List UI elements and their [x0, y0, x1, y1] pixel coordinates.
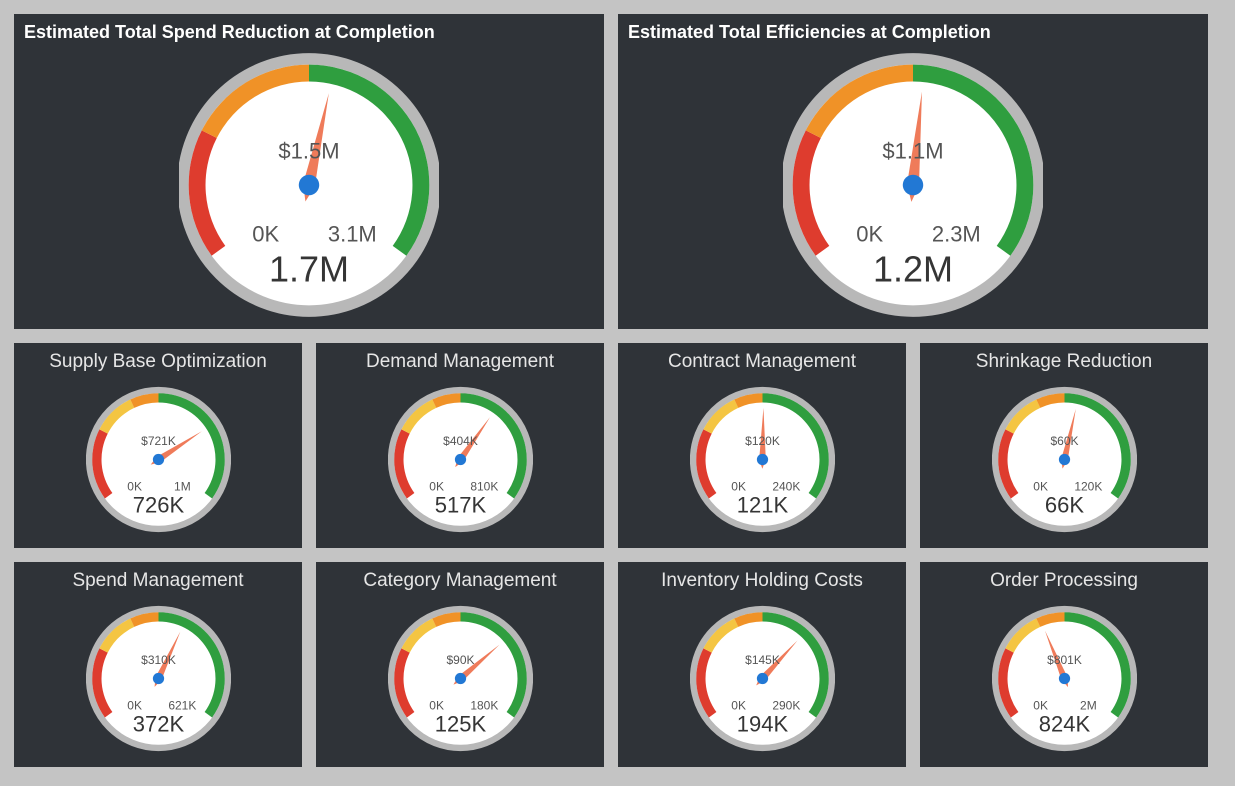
gauge-min-label: 0K — [856, 222, 883, 247]
gauge-target-label: $801K — [1047, 653, 1082, 667]
gauge-demand-management[interactable]: $404K0K810K517K — [316, 373, 604, 548]
gauge-target-label: $310K — [141, 653, 176, 667]
gauge-value-label: 824K — [1038, 712, 1090, 737]
gauge-supply-base-optimization[interactable]: $721K0K1M726K — [14, 373, 302, 548]
bottom-row: Spend Management $310K0K621K372K Categor… — [14, 562, 1221, 767]
gauge-target-label: $90K — [446, 653, 474, 667]
panel-title: Supply Base Optimization — [49, 343, 267, 373]
panel-title: Inventory Holding Costs — [661, 562, 863, 592]
dashboard-container: Estimated Total Spend Reduction at Compl… — [0, 0, 1235, 786]
gauge-target-label: $404K — [443, 434, 478, 448]
panel-spend-management: Spend Management $310K0K621K372K — [14, 562, 302, 767]
gauge-shrinkage-reduction[interactable]: $60K0K120K66K — [920, 373, 1208, 548]
gauge-value-label: 194K — [736, 712, 788, 737]
gauge-max-label: 3.1M — [328, 222, 377, 247]
panel-title: Contract Management — [668, 343, 856, 373]
panel-title: Estimated Total Spend Reduction at Compl… — [14, 14, 445, 43]
gauge-order-processing[interactable]: $801K0K2M824K — [920, 592, 1208, 767]
gauge-target-label: $1.5M — [278, 139, 339, 164]
gauge-efficiencies[interactable]: $1.1M 0K 2.3M1.2M — [618, 43, 1208, 329]
gauge-value-label: 1.7M — [269, 248, 349, 289]
gauge-target-label: $1.1M — [882, 139, 943, 164]
panel-efficiencies: Estimated Total Efficiencies at Completi… — [618, 14, 1208, 329]
top-row: Estimated Total Spend Reduction at Compl… — [14, 14, 1221, 329]
panel-shrinkage-reduction: Shrinkage Reduction $60K0K120K66K — [920, 343, 1208, 548]
middle-row: Supply Base Optimization $721K0K1M726K D… — [14, 343, 1221, 548]
panel-demand-management: Demand Management $404K0K810K517K — [316, 343, 604, 548]
gauge-value-label: 1.2M — [873, 248, 953, 289]
gauge-inventory-holding-costs[interactable]: $145K0K290K194K — [618, 592, 906, 767]
gauge-value-label: 372K — [132, 712, 184, 737]
panel-title: Estimated Total Efficiencies at Completi… — [618, 14, 1001, 43]
panel-spend-reduction: Estimated Total Spend Reduction at Compl… — [14, 14, 604, 329]
gauge-category-management[interactable]: $90K0K180K125K — [316, 592, 604, 767]
gauge-spend-management[interactable]: $310K0K621K372K — [14, 592, 302, 767]
gauge-min-label: 0K — [252, 222, 279, 247]
panel-order-processing: Order Processing $801K0K2M824K — [920, 562, 1208, 767]
gauge-target-label: $145K — [745, 653, 780, 667]
panel-contract-management: Contract Management $120K0K240K121K — [618, 343, 906, 548]
gauge-spend-reduction[interactable]: $1.5M 0K 3.1M1.7M — [14, 43, 604, 329]
gauge-target-label: $60K — [1050, 434, 1078, 448]
panel-category-management: Category Management $90K0K180K125K — [316, 562, 604, 767]
gauge-max-label: 2.3M — [932, 222, 981, 247]
gauge-target-label: $120K — [745, 434, 780, 448]
panel-title: Order Processing — [990, 562, 1138, 592]
gauge-target-label: $721K — [141, 434, 176, 448]
panel-supply-base-optimization: Supply Base Optimization $721K0K1M726K — [14, 343, 302, 548]
gauge-value-label: 125K — [434, 712, 486, 737]
panel-inventory-holding-costs: Inventory Holding Costs $145K0K290K194K — [618, 562, 906, 767]
gauge-value-label: 121K — [736, 493, 788, 518]
panel-title: Demand Management — [366, 343, 554, 373]
panel-title: Spend Management — [72, 562, 243, 592]
panel-title: Category Management — [363, 562, 556, 592]
gauge-value-label: 726K — [132, 493, 184, 518]
gauge-value-label: 517K — [434, 493, 486, 518]
panel-title: Shrinkage Reduction — [976, 343, 1152, 373]
gauge-contract-management[interactable]: $120K0K240K121K — [618, 373, 906, 548]
gauge-value-label: 66K — [1044, 493, 1083, 518]
